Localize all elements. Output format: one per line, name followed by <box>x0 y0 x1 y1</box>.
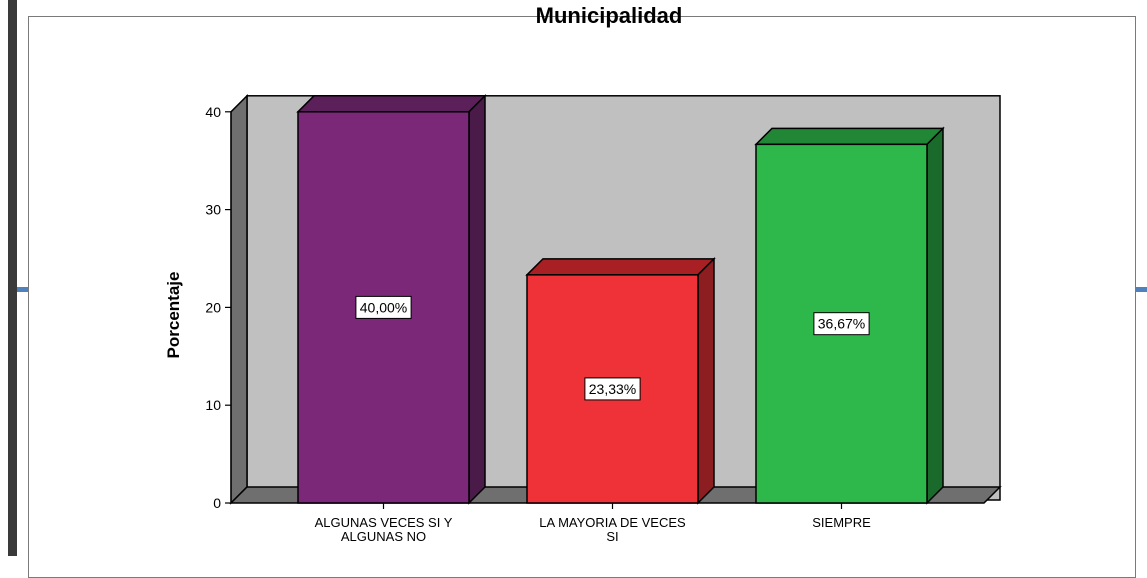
chart-title: Municipalidad <box>535 3 683 28</box>
data-label: 40,00% <box>360 299 407 315</box>
y-tick-label: 30 <box>205 202 221 218</box>
data-label-box <box>355 295 412 319</box>
data-label-box <box>813 312 870 336</box>
side-wall <box>230 93 248 505</box>
bar-top <box>525 258 716 276</box>
y-tick-label: 0 <box>213 495 221 511</box>
x-tick-label: SIEMPRE <box>812 515 871 530</box>
data-label: 36,67% <box>818 316 865 332</box>
bar-side <box>468 93 486 505</box>
y-tick-label: 10 <box>205 397 221 413</box>
x-tick-label: LA MAYORIA DE VECES <box>539 515 686 530</box>
left-edge-bar <box>8 0 17 556</box>
bar-side <box>926 126 944 505</box>
bar-side <box>697 257 715 505</box>
x-tick-label: SI <box>606 529 618 544</box>
data-label-box <box>584 377 641 401</box>
y-axis-title: Porcentaje <box>164 272 183 359</box>
x-tick-label: ALGUNAS NO <box>341 529 426 544</box>
y-tick-label: 40 <box>205 104 221 120</box>
bar-chart: 0 10 20 30 40 Porcentaje 40,00% ALGUNAS VECES S… <box>164 93 1002 544</box>
data-label: 23,33% <box>589 381 636 397</box>
chart-panel: Municipalidad 0 10 20 30 40 Porcentaje 40,00% A… <box>28 3 1136 578</box>
resize-handle-left[interactable] <box>17 287 28 292</box>
x-tick-label: ALGUNAS VECES SI Y <box>315 515 453 530</box>
resize-handle-right[interactable] <box>1134 287 1147 292</box>
bar-top <box>296 95 487 113</box>
bar-top <box>754 127 945 146</box>
y-tick-label: 20 <box>205 299 221 315</box>
